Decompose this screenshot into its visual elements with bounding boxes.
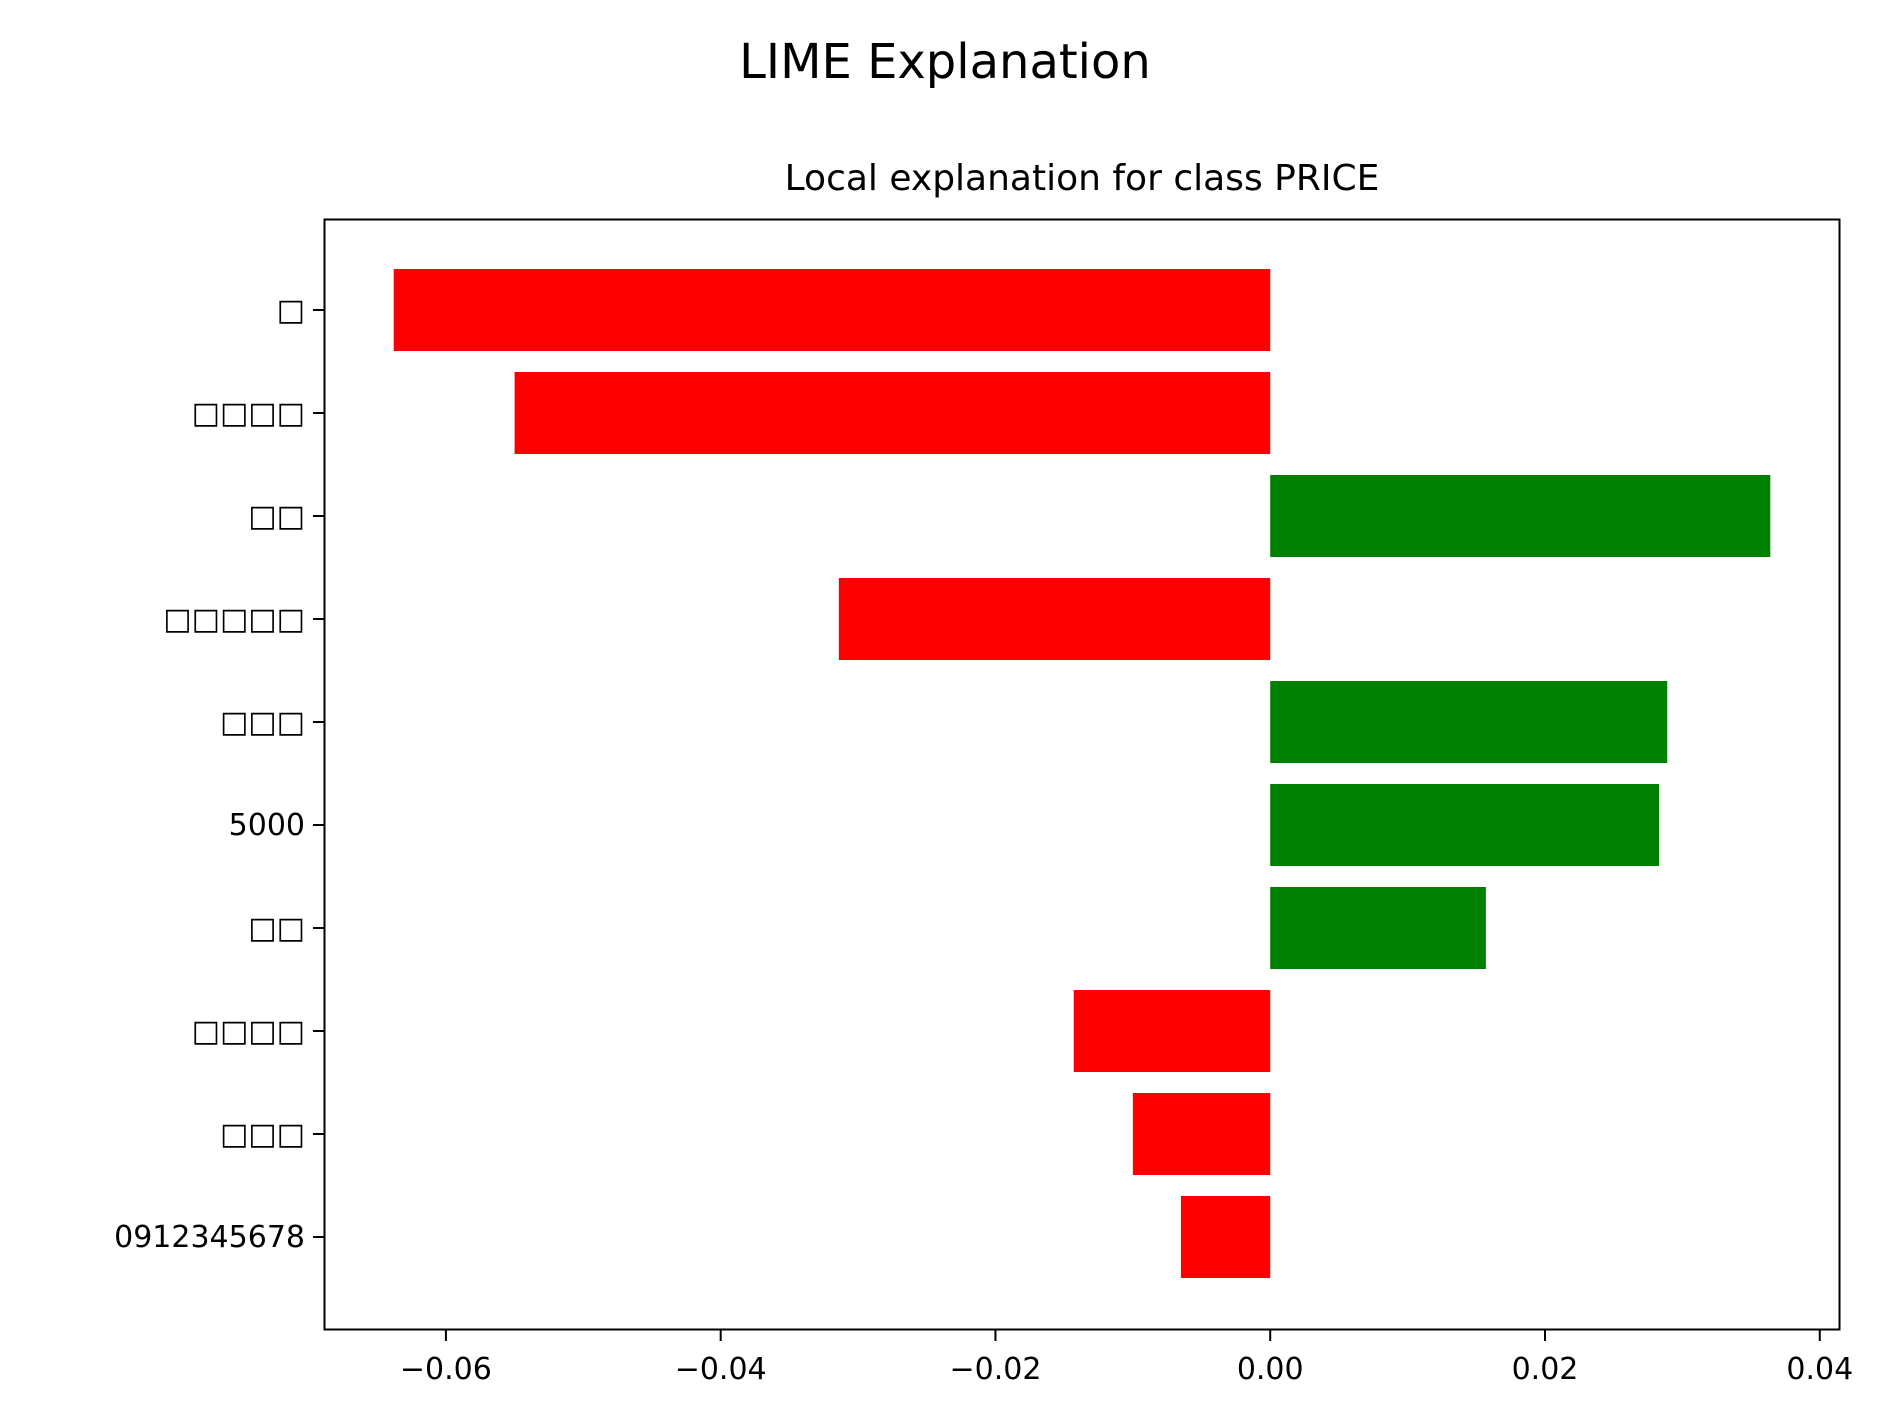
bar (1270, 887, 1486, 969)
y-axis-ticks: □□□□□□□□□□□□□□□5000□□□□□□□□□0912345678 (114, 293, 325, 1255)
y-tick-label: □□□ (220, 1117, 305, 1152)
bar (1132, 1093, 1271, 1175)
bar (838, 578, 1271, 660)
y-tick-label: 0912345678 (114, 1220, 305, 1255)
x-tick-label: −0.06 (400, 1352, 492, 1387)
bars-group (393, 269, 1771, 1278)
x-tick-label: 0.04 (1786, 1352, 1853, 1387)
y-tick-label: □□□□ (192, 1014, 305, 1049)
x-tick-label: −0.04 (675, 1352, 767, 1387)
plot-frame (323, 218, 1841, 1331)
bar (1270, 475, 1771, 557)
bar (1270, 784, 1660, 866)
y-tick-label: □□□ (220, 705, 305, 740)
bar (393, 269, 1271, 351)
bar (514, 372, 1271, 454)
y-tick-label: □□ (248, 499, 305, 534)
chart-title: Local explanation for class PRICE (785, 158, 1380, 199)
bar (1270, 681, 1668, 763)
y-tick-label: □□ (248, 911, 305, 946)
y-tick-label: 5000 (229, 808, 305, 843)
y-tick-label: □□□□□ (163, 602, 305, 637)
x-tick-label: 0.00 (1237, 1352, 1304, 1387)
y-tick-label: □□□□ (192, 396, 305, 431)
y-tick-label: □ (277, 293, 305, 328)
x-tick-label: 0.02 (1512, 1352, 1579, 1387)
chart-suptitle: LIME Explanation (739, 34, 1151, 90)
x-axis-ticks: −0.06 −0.04 −0.02 0.00 0.02 0.04 (400, 1329, 1853, 1387)
bar (1073, 990, 1271, 1072)
bar (1180, 1196, 1271, 1278)
x-tick-label: −0.02 (949, 1352, 1041, 1387)
